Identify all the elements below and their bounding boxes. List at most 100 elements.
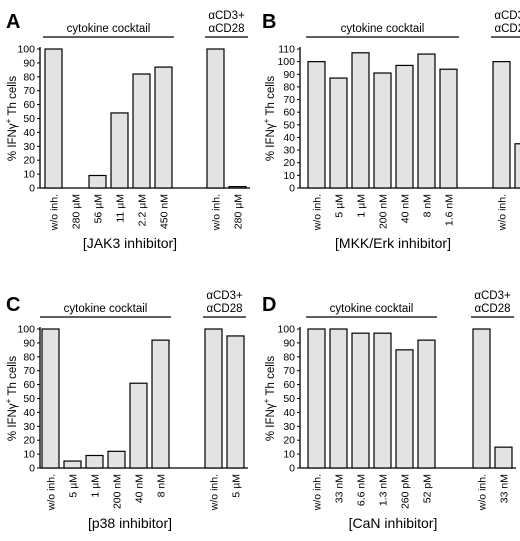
bar	[472, 328, 491, 469]
y-axis-label: % IFNγ+ Th cells	[262, 76, 277, 161]
y-axis-label: % IFNγ+ Th cells	[4, 76, 19, 161]
bar	[228, 186, 247, 189]
y-tick-label: 40	[23, 127, 35, 139]
y-tick-label: 50	[283, 393, 295, 405]
x-tick-label: 450 nM	[159, 194, 171, 229]
x-axis-title: [CaN inhibitor]	[349, 515, 438, 531]
y-tick-label: 60	[23, 99, 35, 111]
x-axis-title: [MKK/Erk inhibitor]	[335, 235, 451, 251]
y-tick-label: 50	[23, 113, 35, 125]
x-tick-label: 200 nM	[378, 194, 390, 229]
panel-letter: D	[262, 294, 276, 316]
y-tick-label: 0	[289, 183, 295, 195]
y-tick-label: 90	[283, 69, 295, 81]
bar	[307, 328, 326, 469]
bar	[206, 48, 225, 189]
x-tick-label: w/o inh.	[49, 194, 61, 231]
y-tick-label: 10	[283, 170, 295, 182]
x-tick-label: 1 µM	[90, 474, 102, 498]
y-tick-label: 0	[29, 463, 35, 475]
group-label: αCD3+	[208, 10, 245, 22]
y-tick-label: 100	[277, 324, 295, 336]
y-tick-label: 40	[23, 407, 35, 419]
x-tick-label: 33 nM	[334, 474, 346, 503]
y-tick-label: 30	[283, 421, 295, 433]
group-label: cytokine cocktail	[341, 23, 425, 35]
x-tick-label: w/o inh.	[497, 194, 509, 231]
bar	[492, 61, 511, 189]
y-tick-label: 90	[283, 337, 295, 349]
y-tick-label: 50	[23, 393, 35, 405]
x-tick-label: 33 nM	[499, 474, 511, 503]
bar	[351, 332, 370, 469]
y-tick-label: 10	[283, 449, 295, 461]
bar	[395, 64, 414, 189]
bar	[395, 349, 414, 469]
y-tick-label: 100	[17, 44, 35, 56]
y-tick-label: 70	[23, 365, 35, 377]
x-tick-label: w/o inh.	[312, 474, 324, 511]
y-tick-label: 70	[23, 85, 35, 97]
bar	[226, 335, 245, 469]
x-tick-label: w/o inh.	[211, 194, 223, 231]
panel-letter: C	[6, 294, 20, 316]
group-label: αCD28	[208, 23, 244, 35]
y-tick-label: 100	[277, 56, 295, 68]
x-tick-label: 1.6 nM	[444, 194, 456, 226]
y-axis-label: % IFNγ+ Th cells	[262, 356, 277, 441]
x-tick-label: 52 pM	[422, 474, 434, 503]
group-label: cytokine cocktail	[330, 303, 414, 315]
y-tick-label: 0	[29, 183, 35, 195]
panel-letter: B	[262, 11, 276, 33]
bar	[373, 332, 392, 469]
bar	[514, 143, 520, 189]
bar	[151, 339, 170, 469]
y-tick-label: 30	[23, 141, 35, 153]
x-tick-label: 8 nM	[422, 194, 434, 217]
y-tick-label: 40	[283, 407, 295, 419]
x-tick-label: w/o inh.	[477, 474, 489, 511]
y-tick-label: 60	[283, 379, 295, 391]
x-tick-label: 1.3 nM	[378, 474, 390, 506]
x-tick-label: 56 µM	[93, 194, 105, 223]
y-axis-label: % IFNγ+ Th cells	[4, 356, 19, 441]
y-tick-label: 70	[283, 94, 295, 106]
bar	[132, 73, 151, 189]
bar	[129, 382, 148, 469]
x-tick-label: 5 µM	[231, 474, 243, 498]
bar	[110, 112, 129, 189]
bar	[107, 450, 126, 469]
bar	[494, 446, 513, 469]
bar	[63, 460, 82, 469]
y-tick-label: 90	[23, 57, 35, 69]
bar	[204, 328, 223, 469]
y-tick-label: 20	[23, 435, 35, 447]
group-label: αCD3+	[494, 10, 520, 22]
y-tick-label: 60	[23, 379, 35, 391]
y-tick-label: 20	[283, 157, 295, 169]
x-tick-label: w/o inh.	[46, 474, 58, 511]
group-label: αCD28	[206, 303, 242, 315]
bar	[329, 328, 348, 469]
y-tick-label: 100	[17, 324, 35, 336]
bar	[373, 72, 392, 189]
y-tick-label: 10	[23, 449, 35, 461]
x-axis-title: [p38 inhibitor]	[88, 515, 172, 531]
x-tick-label: 2.2 µM	[137, 194, 149, 226]
bar	[329, 77, 348, 189]
x-tick-label: 1 µM	[356, 194, 368, 218]
group-label: αCD28	[494, 23, 520, 35]
x-tick-label: 40 nM	[400, 194, 412, 223]
y-tick-label: 10	[23, 169, 35, 181]
bar	[307, 61, 326, 189]
y-tick-label: 80	[23, 71, 35, 83]
y-tick-label: 110	[278, 44, 295, 56]
x-tick-label: 260 pM	[400, 474, 412, 509]
x-tick-label: 200 nM	[112, 474, 124, 509]
y-tick-label: 40	[283, 132, 295, 144]
bar	[88, 174, 107, 189]
bar	[44, 48, 63, 189]
group-label: cytokine cocktail	[67, 23, 151, 35]
